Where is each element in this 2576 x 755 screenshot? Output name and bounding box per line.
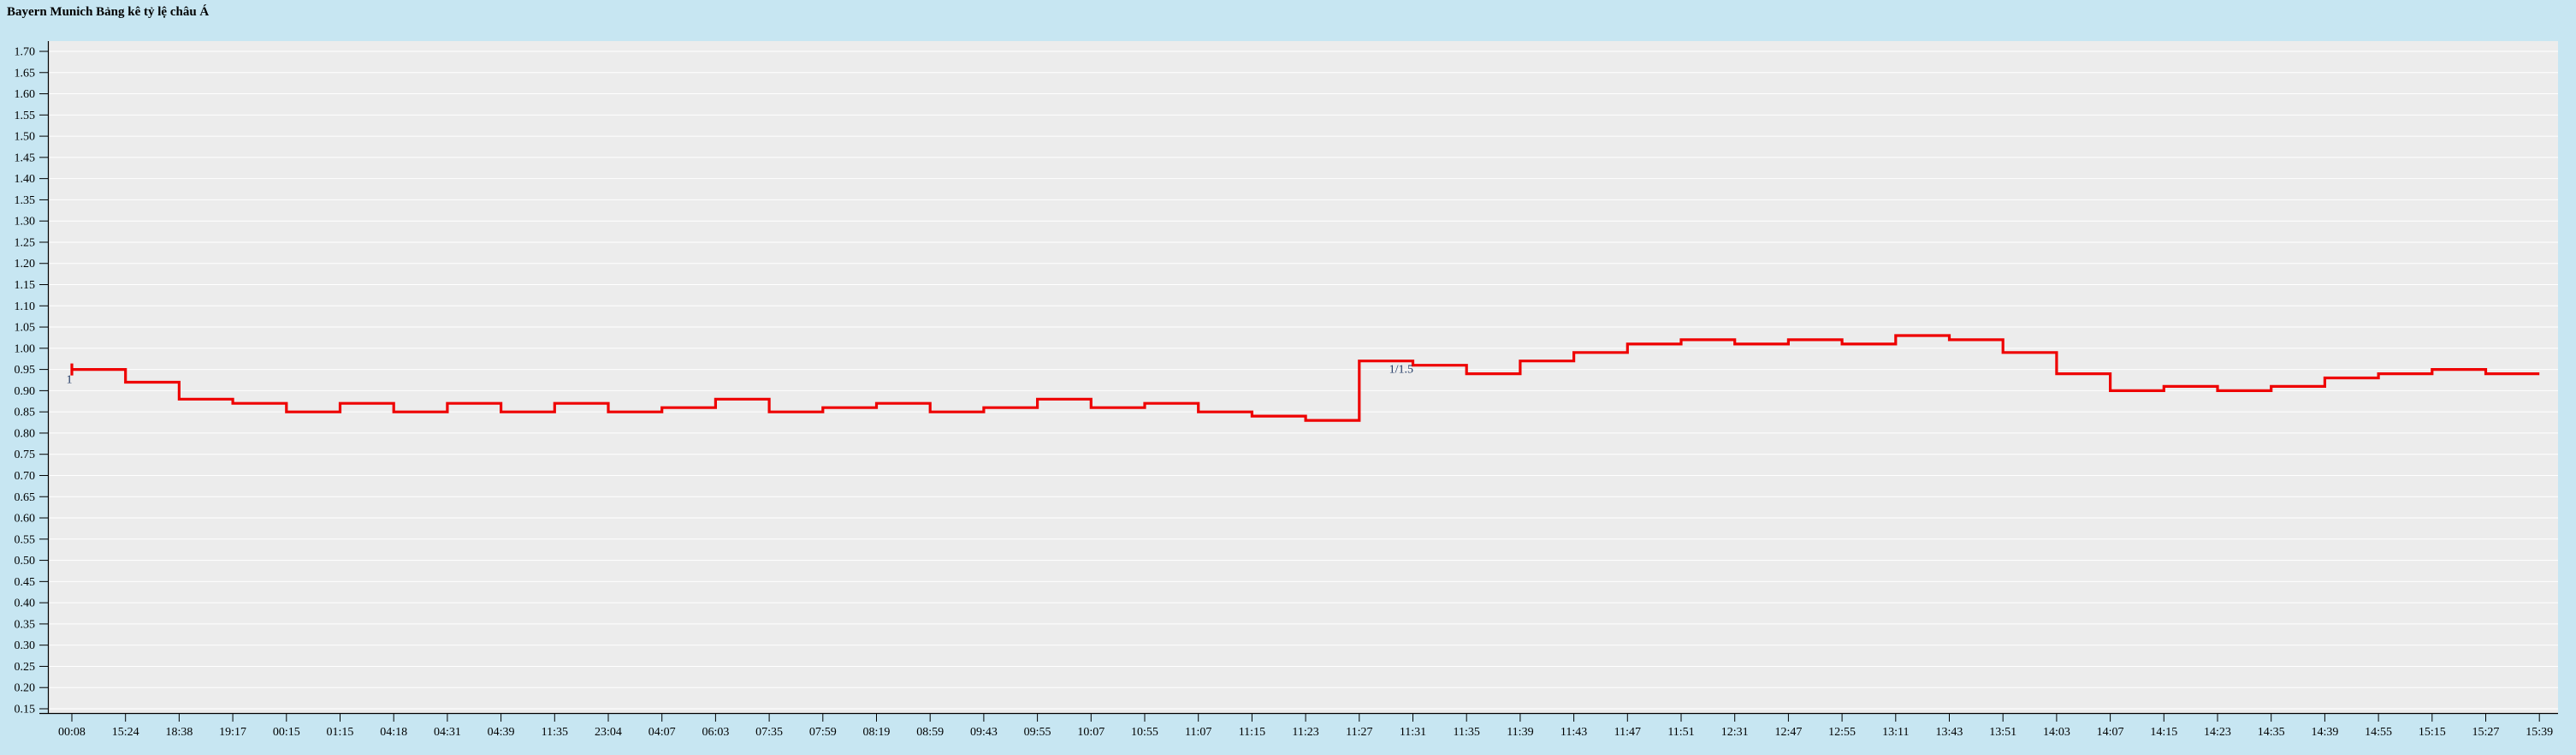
x-tick-label: 11:35 xyxy=(1454,726,1480,739)
x-tick-label: 11:51 xyxy=(1667,726,1694,739)
y-tick-label: 0.60 xyxy=(15,513,36,526)
y-tick-label: 0.45 xyxy=(15,576,36,589)
y-gridlines xyxy=(48,51,2558,710)
y-tick-label: 1.60 xyxy=(15,88,36,101)
y-tick-label: 1.40 xyxy=(15,173,36,186)
x-tick-label: 14:23 xyxy=(2204,726,2231,739)
y-tick-label: 0.35 xyxy=(15,618,36,631)
y-tick-label: 1.50 xyxy=(15,131,36,144)
x-tick-label: 10:07 xyxy=(1077,726,1104,739)
chart-title: Bayern Munich Bảng kê tỷ lệ châu Á xyxy=(7,5,210,19)
x-tick-label: 07:35 xyxy=(755,726,783,739)
y-tick-label: 0.70 xyxy=(15,470,36,483)
x-tick-label: 11:35 xyxy=(542,726,568,739)
x-tick-label: 12:31 xyxy=(1721,726,1749,739)
y-tick-label: 0.25 xyxy=(15,661,36,674)
y-tick-label: 1.30 xyxy=(15,216,36,229)
x-tick-label: 01:15 xyxy=(327,726,354,739)
x-tick-label: 14:15 xyxy=(2150,726,2177,739)
x-tick-label: 18:38 xyxy=(165,726,192,739)
x-tick-labels: 00:08 15:24 18:38 19:17 00:15 01:15 04:18 04:31… xyxy=(58,726,2553,739)
y-tick-labels: 1.70 1.65 1.60 1.55 1.50 1.45 1.40 1.35 1.30 1.25… xyxy=(15,46,36,716)
x-tick-label: 15:39 xyxy=(2526,726,2553,739)
x-tick-label: 19:17 xyxy=(219,726,246,739)
y-tick-label: 0.40 xyxy=(15,597,36,610)
x-tick-label: 06:03 xyxy=(702,726,729,739)
y-tick-label: 0.15 xyxy=(15,703,36,716)
x-axis-ticks xyxy=(71,713,2540,722)
y-tick-label: 1.55 xyxy=(15,110,36,122)
handicap-annotation: 1/1.5 xyxy=(1389,364,1413,377)
y-tick-label: 0.20 xyxy=(15,682,36,695)
x-tick-label: 04:39 xyxy=(488,726,515,739)
x-tick-label: 00:15 xyxy=(273,726,300,739)
x-tick-label: 09:43 xyxy=(970,726,998,739)
y-tick-label: 1.20 xyxy=(15,258,36,270)
x-tick-label: 11:15 xyxy=(1239,726,1265,739)
x-tick-label: 04:31 xyxy=(434,726,461,739)
y-tick-label: 0.75 xyxy=(15,449,36,461)
y-tick-label: 1.65 xyxy=(15,67,36,80)
y-axis-ticks xyxy=(39,51,49,710)
y-tick-label: 1.10 xyxy=(15,300,36,313)
y-tick-label: 0.50 xyxy=(15,555,36,568)
x-tick-label: 08:19 xyxy=(863,726,891,739)
y-tick-label: 0.30 xyxy=(15,639,36,652)
x-tick-label: 15:24 xyxy=(112,726,139,739)
axes xyxy=(39,41,2558,715)
x-tick-label: 11:43 xyxy=(1560,726,1587,739)
y-tick-label: 0.95 xyxy=(15,364,36,377)
x-tick-label: 13:11 xyxy=(1882,726,1909,739)
x-tick-label: 08:59 xyxy=(916,726,944,739)
x-tick-label: 12:47 xyxy=(1774,726,1802,739)
x-tick-label: 07:59 xyxy=(809,726,837,739)
x-tick-label: 10:55 xyxy=(1131,726,1158,739)
x-tick-label: 11:39 xyxy=(1507,726,1533,739)
x-tick-label: 14:55 xyxy=(2365,726,2392,739)
y-tick-label: 0.65 xyxy=(15,491,36,504)
odds-step-line xyxy=(72,334,2540,422)
x-tick-label: 04:18 xyxy=(380,726,407,739)
x-tick-label: 23:04 xyxy=(595,726,622,739)
x-tick-label: 13:51 xyxy=(1989,726,2016,739)
x-tick-label: 09:55 xyxy=(1024,726,1051,739)
x-tick-label: 14:07 xyxy=(2097,726,2124,739)
y-tick-label: 1.70 xyxy=(15,46,36,59)
y-tick-label: 0.80 xyxy=(15,427,36,440)
handicap-annotation: 1 xyxy=(67,374,73,387)
x-tick-label: 11:47 xyxy=(1614,726,1641,739)
y-tick-label: 1.15 xyxy=(15,279,36,292)
x-tick-label: 14:39 xyxy=(2311,726,2338,739)
plot-background xyxy=(48,41,2558,713)
x-tick-label: 13:43 xyxy=(1936,726,1963,739)
y-tick-label: 1.25 xyxy=(15,236,36,249)
x-tick-label: 14:35 xyxy=(2258,726,2285,739)
x-tick-label: 00:08 xyxy=(58,726,86,739)
y-tick-label: 1.35 xyxy=(15,194,36,207)
y-tick-label: 1.05 xyxy=(15,322,36,335)
y-tick-label: 0.90 xyxy=(15,385,36,398)
y-tick-label: 0.55 xyxy=(15,533,36,546)
x-tick-label: 04:07 xyxy=(648,726,676,739)
x-tick-label: 11:27 xyxy=(1346,726,1372,739)
y-tick-label: 0.85 xyxy=(15,407,36,419)
y-tick-label: 1.00 xyxy=(15,342,36,355)
handicap-annotations: 1 1/1.5 xyxy=(67,364,1413,387)
x-tick-label: 11:23 xyxy=(1292,726,1318,739)
x-tick-label: 11:31 xyxy=(1400,726,1426,739)
x-tick-label: 14:03 xyxy=(2043,726,2070,739)
y-tick-label: 1.45 xyxy=(15,152,36,164)
x-tick-label: 12:55 xyxy=(1828,726,1856,739)
x-tick-label: 11:07 xyxy=(1185,726,1211,739)
x-tick-label: 15:15 xyxy=(2419,726,2446,739)
x-tick-label: 15:27 xyxy=(2472,726,2500,739)
